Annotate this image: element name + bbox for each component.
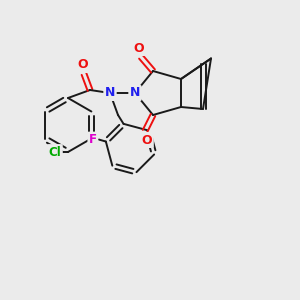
Text: O: O <box>78 58 88 71</box>
Text: F: F <box>89 133 97 146</box>
Text: N: N <box>105 86 115 100</box>
Text: N: N <box>130 86 140 100</box>
Text: Cl: Cl <box>49 146 62 158</box>
Text: O: O <box>142 134 152 146</box>
Text: O: O <box>134 41 144 55</box>
